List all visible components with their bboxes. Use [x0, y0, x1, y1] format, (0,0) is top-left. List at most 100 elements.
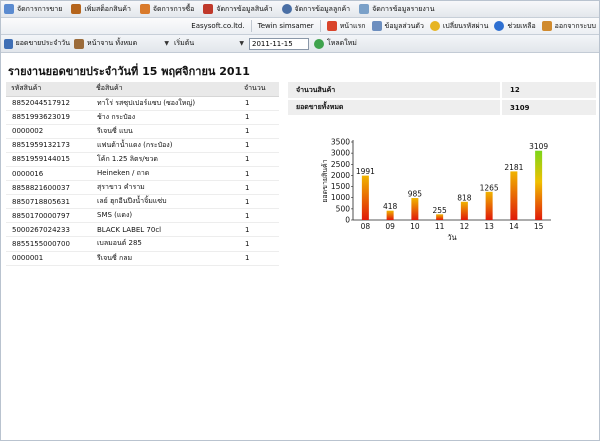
x-tick-label: 15: [534, 222, 544, 231]
cell-qty: 1: [239, 236, 279, 252]
x-tick-label: 13: [484, 222, 494, 231]
profile-link[interactable]: ข้อมูลส่วนตัว: [371, 21, 424, 32]
summary-row-count: จำนวนสินค้า 12: [288, 82, 596, 100]
cell-qty: 1: [239, 251, 279, 266]
help-icon: [494, 21, 505, 31]
cell-code: 8858821600037: [6, 180, 91, 196]
divider: [250, 20, 252, 32]
cell-name: สุราขาว คำราม: [91, 180, 239, 196]
cell-name: แฟนต้าน้ำแดง (กระป๋อง): [91, 138, 239, 153]
report-toolbar: ยอดขายประจำวัน หน้าจาน ทั้งหมด ▼ เริ่มต้…: [1, 35, 599, 53]
user-bar: Easysoft.co.ltd. Tewin simsamer หน้าแรก …: [1, 18, 599, 35]
x-tick-label: 09: [385, 222, 395, 231]
cell-code: 8851993623019: [6, 110, 91, 125]
menu-stock-label: เพิ่มสต็อกสินค้า: [84, 4, 131, 13]
reload-label: โหลดใหม่: [327, 39, 357, 47]
report-type-button[interactable]: ยอดขายประจำวัน: [4, 38, 70, 49]
help-label: ช่วยเหลือ: [507, 21, 536, 30]
menu-report[interactable]: จัดการข้อมูลรายงาน: [359, 4, 435, 15]
data-label: 2181: [504, 163, 523, 172]
help-link[interactable]: ช่วยเหลือ: [494, 21, 536, 32]
menu-product[interactable]: จัดการข้อมูลสินค้า: [203, 4, 273, 15]
table-row: 8851959132173 แฟนต้าน้ำแดง (กระป๋อง) 1: [6, 138, 279, 153]
cell-qty: 1: [239, 208, 279, 224]
stock-icon: [71, 4, 82, 14]
table-row: 8851959144015 โค้ก 1.25 ลิตร/ขวด 1: [6, 152, 279, 167]
menu-product-label: จัดการข้อมูลสินค้า: [216, 4, 273, 13]
y-tick-label: 2000: [331, 171, 350, 180]
cell-name: เบลมอนต์ 285: [91, 236, 239, 252]
bar: [485, 191, 493, 220]
category-select[interactable]: หน้าจาน ทั้งหมด ▼: [74, 38, 169, 50]
profile-icon: [371, 21, 382, 31]
data-label: 1991: [356, 167, 375, 176]
column-header-name: ชื่อสินค้า: [91, 82, 239, 97]
data-label: 818: [457, 193, 472, 202]
bar: [436, 214, 444, 220]
cell-qty: 1: [239, 138, 279, 153]
cell-name: รีเจนซี่ กลม: [91, 251, 239, 266]
main-menu: จัดการการขาย เพิ่มสต็อกสินค้า จัดการการซ…: [1, 1, 599, 18]
logout-link[interactable]: ออกจากระบบ: [541, 21, 596, 32]
logout-label: ออกจากระบบ: [554, 21, 596, 30]
table-row: 8851993623019 ช้าง กระป๋อง 1: [6, 110, 279, 125]
cell-code: 8850718805631: [6, 194, 91, 210]
menu-stock[interactable]: เพิ่มสต็อกสินค้า: [71, 4, 131, 15]
data-label: 418: [383, 202, 398, 211]
home-link[interactable]: หน้าแรก: [326, 21, 366, 32]
cell-code: 0000016: [6, 166, 91, 182]
summary-total-label: ยอดขายทั้งหมด: [288, 99, 501, 117]
summary-row-total: ยอดขายทั้งหมด 3109: [288, 99, 596, 117]
reload-button[interactable]: โหลดใหม่: [314, 38, 357, 49]
cell-name: โค้ก 1.25 ลิตร/ขวด: [91, 152, 239, 167]
x-tick-label: 11: [435, 222, 445, 231]
menu-customer[interactable]: จัดการข้อมูลลูกค้า: [281, 4, 350, 15]
menu-purchase[interactable]: จัดการการซื้อ: [139, 4, 194, 15]
cell-name: ช้าง กระป๋อง: [91, 110, 239, 125]
x-tick-label: 08: [361, 222, 371, 231]
cell-code: 0000002: [6, 124, 91, 139]
date-input[interactable]: [249, 37, 309, 50]
logout-icon: [541, 21, 552, 31]
customer-icon: [281, 4, 292, 14]
report-type-icon: [4, 38, 13, 49]
bar: [510, 171, 518, 220]
menu-sales[interactable]: จัดการการขาย: [4, 4, 62, 15]
cell-name: BLACK LABEL 70cl: [91, 222, 239, 238]
x-tick-label: 10: [410, 222, 420, 231]
cell-name: Heineken / ถาด: [91, 166, 239, 182]
report-icon: [359, 4, 370, 14]
cell-name: ทาโร่ รสซุปเปอร์แซบ (ซองใหญ่): [91, 96, 239, 111]
x-tick-label: 14: [509, 222, 519, 231]
start-value: เริ่มต้น: [174, 39, 195, 47]
column-header-qty: จำนวน: [239, 82, 279, 97]
y-tick-label: 3500: [331, 138, 350, 147]
table-row: 0000001 รีเจนซี่ กลม 1: [6, 251, 279, 266]
data-label: 255: [432, 206, 447, 215]
sales-bar-chart: 0 500 1000 1500 2000 2500 3000 3500 1991 08 418 09 9…: [321, 138, 551, 242]
cell-qty: 1: [239, 222, 279, 238]
cell-qty: 1: [239, 152, 279, 167]
table-row: 8852044517912 ทาโร่ รสซุปเปอร์แซบ (ซองใหญ…: [6, 96, 279, 111]
report-type-label: ยอดขายประจำวัน: [15, 39, 70, 47]
cell-qty: 1: [239, 96, 279, 111]
profile-label: ข้อมูลส่วนตัว: [384, 21, 424, 30]
cell-name: SMS (แดง): [91, 208, 239, 224]
y-tick-label: 1500: [331, 182, 350, 191]
sales-icon: [4, 4, 14, 14]
start-select[interactable]: เริ่มต้น ▼: [174, 38, 244, 50]
change-password-link[interactable]: เปลี่ยนรหัสผ่าน: [429, 21, 488, 32]
cell-code: 8855155000700: [6, 236, 91, 252]
cell-qty: 1: [239, 124, 279, 139]
purchase-icon: [139, 4, 150, 14]
data-label: 985: [408, 190, 423, 199]
x-tick-label: 12: [460, 222, 470, 231]
summary-table: จำนวนสินค้า 12 ยอดขายทั้งหมด 3109: [288, 82, 596, 117]
bar: [411, 198, 419, 220]
cell-qty: 1: [239, 166, 279, 182]
summary-total-value: 3109: [500, 99, 596, 117]
user-name: Tewin simsamer: [257, 22, 314, 30]
table-row: 0000002 รีเจนซี่ แบน 1: [6, 124, 279, 139]
home-label: หน้าแรก: [339, 21, 366, 30]
page-title: รายงานยอดขายประจำวันที่ 15 พฤศจิกายน 201…: [8, 65, 250, 78]
